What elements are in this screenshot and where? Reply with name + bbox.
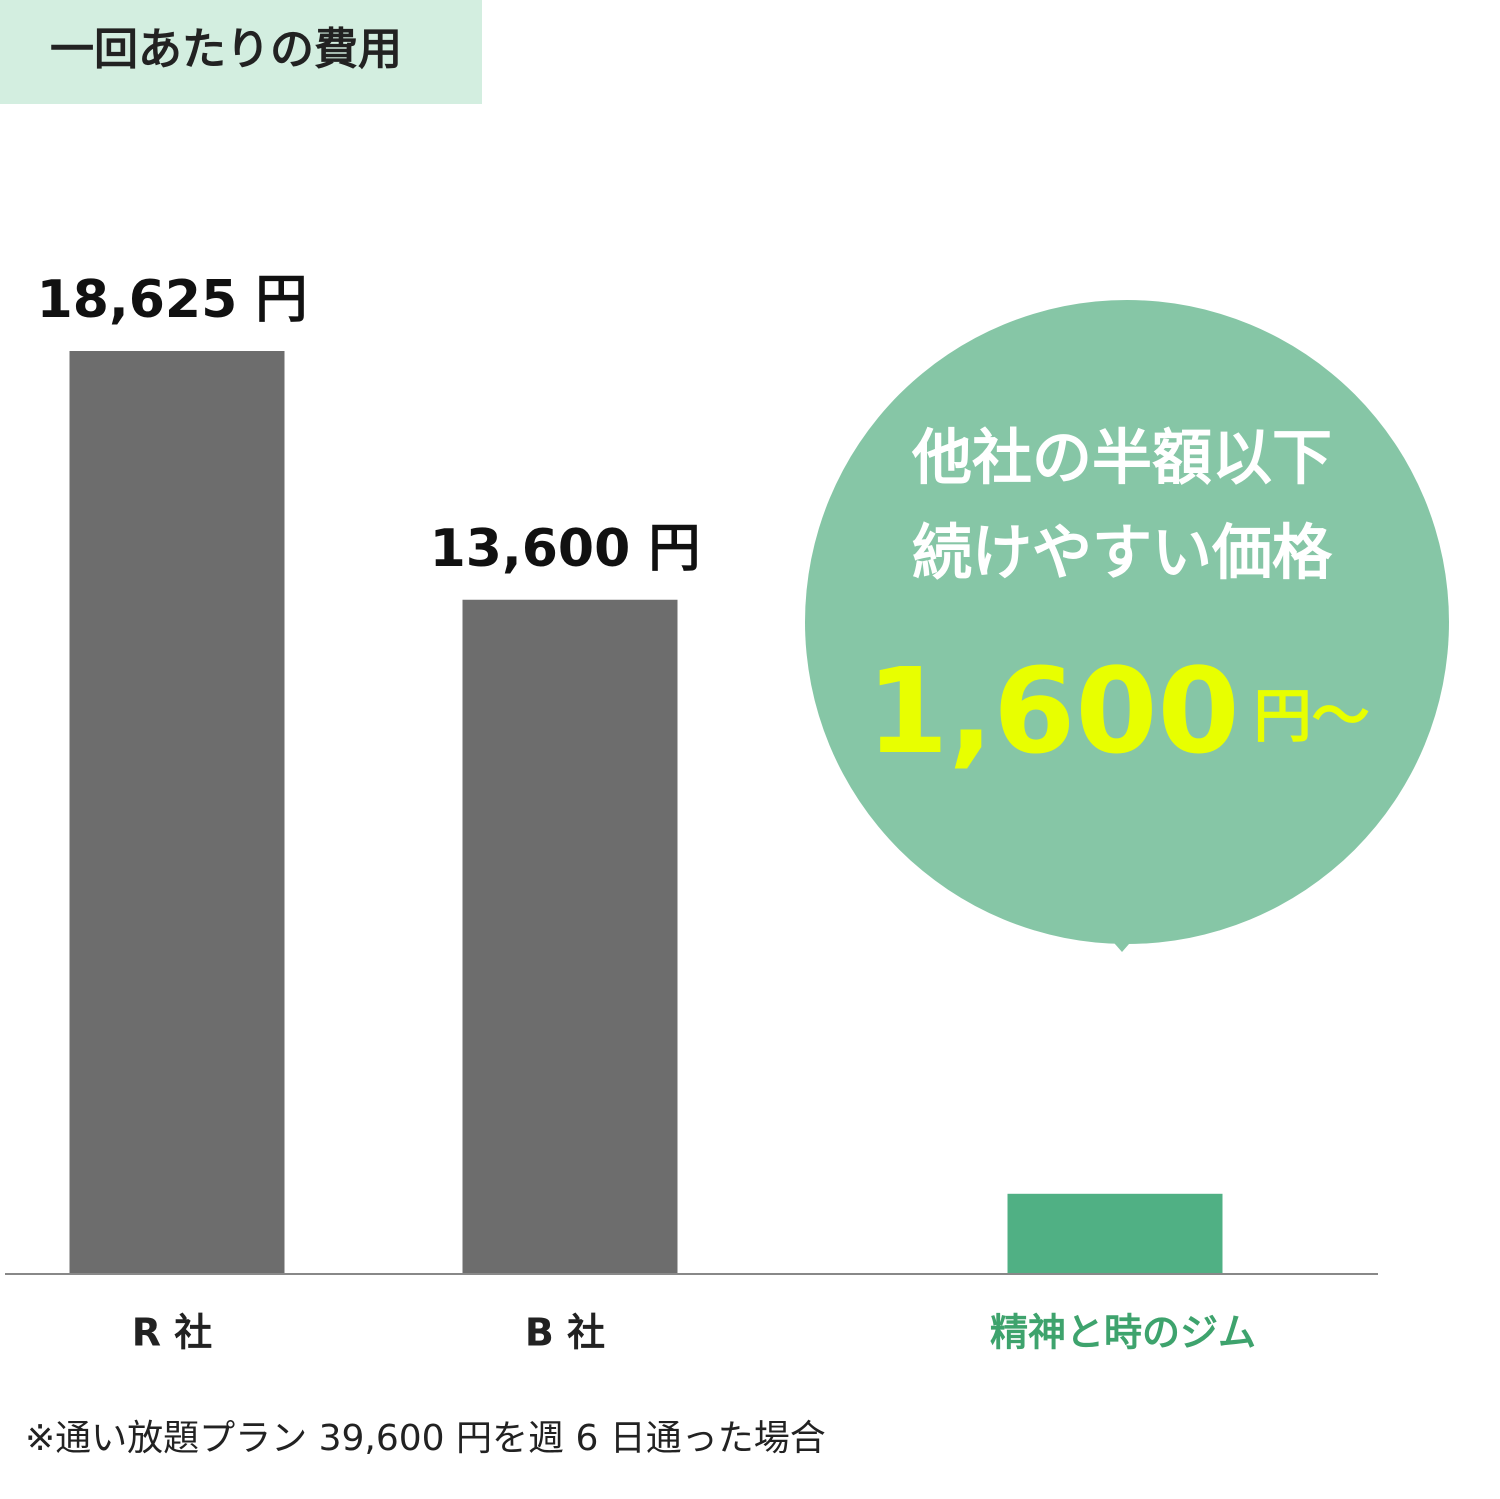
chart-title: 一回あたりの費用 [50, 24, 402, 75]
callout-line: 他社の半額以下 [911, 424, 1332, 494]
bar [69, 351, 285, 1273]
callout-bubble [805, 300, 1449, 944]
callout-pointer [1072, 895, 1172, 952]
value-label: 18,625 円 [37, 270, 308, 330]
title-box [0, 0, 482, 104]
bar [462, 599, 678, 1273]
bar [1007, 1193, 1223, 1273]
callout-line: 続けやすい価格 [912, 519, 1333, 589]
x-tick-label: R 社 [132, 1311, 213, 1355]
callout-price: 1,600 円〜 [866, 642, 1369, 780]
x-tick-label: 精神と時のジム [990, 1311, 1256, 1355]
x-tick-label: B 社 [525, 1311, 605, 1355]
callout-suffix: 円〜 [1254, 682, 1370, 750]
footnote: ※通い放題プラン 39,600 円を週 6 日通った場合 [25, 1418, 826, 1459]
callout-value: 1,600 [866, 642, 1239, 780]
value-label: 13,600 円 [430, 519, 701, 579]
